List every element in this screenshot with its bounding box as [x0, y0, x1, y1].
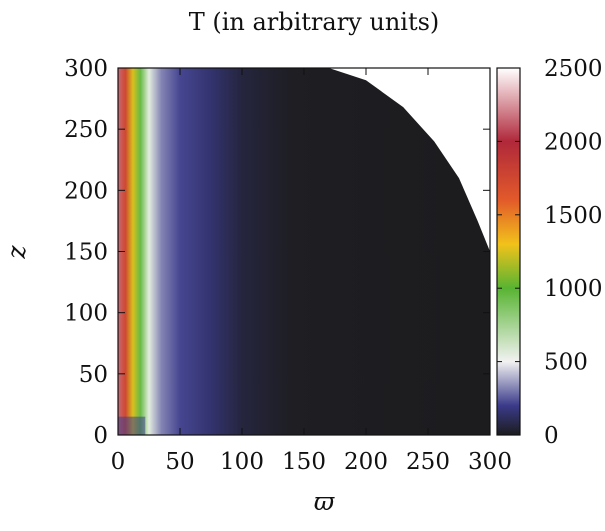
x-tick-label: 50 [165, 449, 194, 475]
base-cool-region [118, 416, 146, 435]
y-axis: 0 50 100 150 200 250 300 [64, 56, 490, 449]
colorbar-tick-label: 500 [544, 350, 588, 376]
y-axis-label: z [2, 245, 31, 260]
y-tick-label: 0 [93, 423, 108, 449]
chart-title: T (in arbitrary units) [189, 8, 440, 36]
x-axis: 0 50 100 150 200 250 300 [111, 68, 512, 475]
x-tick-label: 200 [344, 449, 388, 475]
y-tick-label: 250 [64, 117, 108, 143]
x-tick-label: 300 [468, 449, 512, 475]
colorbar-tick-label: 2500 [544, 56, 603, 82]
x-axis-label: ϖ [314, 487, 335, 516]
x-tick-label: 150 [282, 449, 326, 475]
colorbar-tick-label: 0 [544, 423, 559, 449]
y-tick-label: 300 [64, 56, 108, 82]
x-tick-label: 0 [111, 449, 126, 475]
colorbar [496, 67, 521, 436]
x-tick-label: 250 [406, 449, 450, 475]
colorbar-tick-label: 2000 [544, 129, 603, 155]
colorbar-tick-label: 1500 [544, 203, 603, 229]
y-tick-label: 200 [64, 178, 108, 204]
y-tick-label: 50 [79, 362, 108, 388]
colorbar-tick-label: 1000 [544, 276, 603, 302]
y-tick-label: 150 [64, 240, 108, 266]
colorbar-scale [496, 67, 521, 436]
plot-frame [117, 67, 491, 436]
temperature-field [118, 68, 490, 435]
plot-area [118, 68, 490, 435]
y-tick-label: 100 [64, 301, 108, 327]
x-tick-label: 100 [220, 449, 264, 475]
colorbar-axis: 0 500 1000 1500 2000 2500 [497, 56, 603, 449]
